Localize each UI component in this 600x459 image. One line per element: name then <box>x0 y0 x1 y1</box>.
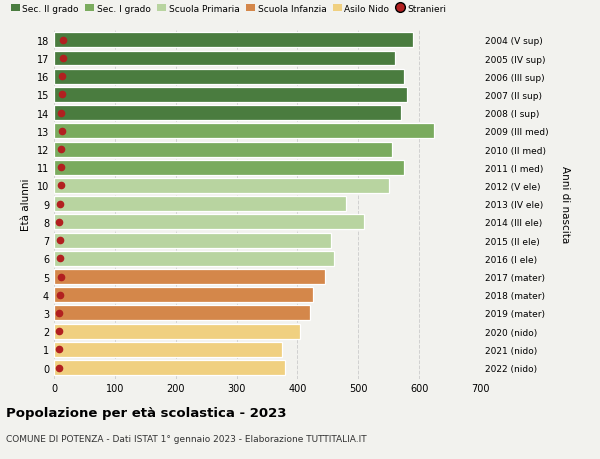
Y-axis label: Età alunni: Età alunni <box>21 178 31 230</box>
Bar <box>54 306 310 321</box>
Bar <box>54 106 401 121</box>
Bar <box>54 51 395 67</box>
Text: Popolazione per età scolastica - 2023: Popolazione per età scolastica - 2023 <box>6 406 287 419</box>
Bar <box>54 197 346 212</box>
Bar <box>54 179 389 194</box>
Legend: Sec. II grado, Sec. I grado, Scuola Primaria, Scuola Infanzia, Asilo Nido, Stran: Sec. II grado, Sec. I grado, Scuola Prim… <box>11 5 446 13</box>
Bar <box>54 34 413 48</box>
Bar <box>54 88 407 103</box>
Bar <box>54 252 334 266</box>
Bar <box>54 215 364 230</box>
Bar <box>54 288 313 302</box>
Bar <box>54 342 282 357</box>
Bar <box>54 324 301 339</box>
Y-axis label: Anni di nascita: Anni di nascita <box>560 166 569 243</box>
Bar <box>54 70 404 84</box>
Bar <box>54 360 285 375</box>
Bar <box>54 124 434 139</box>
Text: COMUNE DI POTENZA - Dati ISTAT 1° gennaio 2023 - Elaborazione TUTTITALIA.IT: COMUNE DI POTENZA - Dati ISTAT 1° gennai… <box>6 434 367 443</box>
Bar <box>54 269 325 285</box>
Bar <box>54 233 331 248</box>
Bar <box>54 142 392 157</box>
Bar <box>54 161 404 175</box>
